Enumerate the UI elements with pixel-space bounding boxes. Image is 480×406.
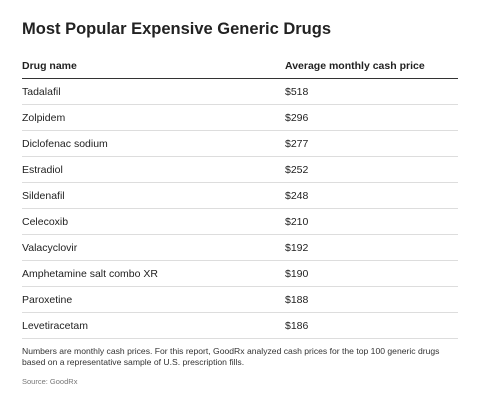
price: $188	[285, 286, 458, 313]
note: Numbers are monthly cash prices. For thi…	[22, 346, 440, 367]
table-row: Celecoxib $210	[22, 208, 458, 235]
table-row: Tadalafil $518	[22, 78, 458, 105]
price: $248	[285, 182, 458, 209]
price: $252	[285, 156, 458, 183]
column-header: Drug name	[22, 54, 285, 79]
price: $192	[285, 234, 458, 261]
table-row: Estradiol $252	[22, 156, 458, 183]
price: $296	[285, 104, 458, 131]
table: Drug name Average monthly cash price Tada…	[22, 54, 458, 339]
table-row: Levetiracetam $186	[22, 312, 458, 339]
drug-name: Paroxetine	[22, 286, 285, 313]
drug-name: Levetiracetam	[22, 312, 285, 339]
table-body: Tadalafil $518 Zolpidem $296 Diclofenac sodi…	[22, 78, 458, 339]
price: $186	[285, 312, 458, 339]
price: $518	[285, 78, 458, 105]
table-row: Paroxetine $188	[22, 286, 458, 313]
drug-name: Tadalafil	[22, 78, 285, 105]
table-row: Zolpidem $296	[22, 104, 458, 131]
source: Source: GoodRx	[22, 377, 78, 386]
drug-name: Sildenafil	[22, 182, 285, 209]
drug-name: Diclofenac sodium	[22, 130, 285, 157]
price: $210	[285, 208, 458, 235]
drug-name: Celecoxib	[22, 208, 285, 235]
drug-name: Amphetamine salt combo XR	[22, 260, 285, 287]
title: Most Popular Expensive Generic Drugs	[22, 20, 332, 38]
price: $190	[285, 260, 458, 287]
header-row: Drug name Average monthly cash price	[22, 54, 458, 79]
column-header: Average monthly cash price	[285, 54, 458, 79]
table-row: Valacyclovir $192	[22, 234, 458, 261]
drug-name: Estradiol	[22, 156, 285, 183]
price: $277	[285, 130, 458, 157]
table-row: Diclofenac sodium $277	[22, 130, 458, 157]
drug-name: Valacyclovir	[22, 234, 285, 261]
table-row: Sildenafil $248	[22, 182, 458, 209]
drug-name: Zolpidem	[22, 104, 285, 131]
table-row: Amphetamine salt combo XR $190	[22, 260, 458, 287]
